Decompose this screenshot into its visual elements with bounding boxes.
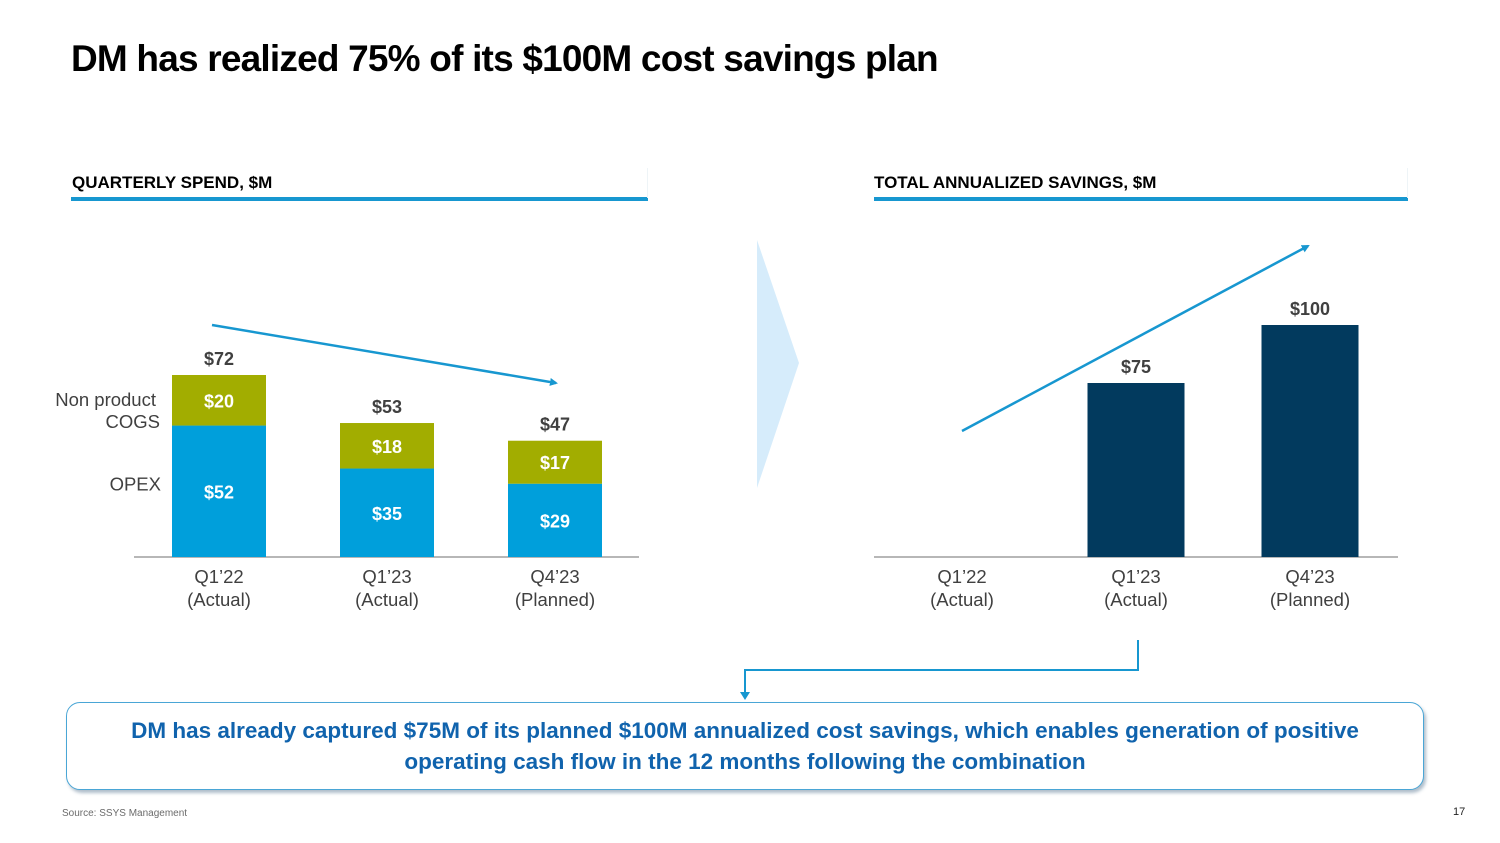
callout-box: DM has already captured $75M of its plan… [66, 702, 1424, 790]
chevron-right-icon [757, 240, 799, 488]
total-label: $53 [372, 397, 402, 417]
segment-label: $35 [372, 504, 402, 524]
x-tick-label: (Planned) [1270, 589, 1350, 610]
slide-title: DM has realized 75% of its $100M cost sa… [71, 38, 939, 79]
bar-value-label: $100 [1290, 299, 1330, 319]
total-label: $47 [540, 415, 570, 435]
annualized-savings-chart: Q1’22(Actual)$75Q1’23(Actual)$100Q4’23(P… [874, 299, 1398, 610]
savings-bar [1261, 325, 1359, 557]
bar-segment-cogs [508, 440, 602, 484]
spend-trend-arrow [211, 323, 558, 386]
left-title-rule [71, 197, 648, 201]
left-title-edge [647, 168, 648, 198]
bar-segment-opex [172, 425, 266, 557]
segment-label: $18 [372, 437, 402, 457]
source-note: Source: SSYS Management [62, 808, 188, 819]
x-tick-label: (Actual) [187, 589, 251, 610]
callout-text: DM has already captured $75M of its plan… [131, 718, 1359, 774]
x-tick-label: Q4’23 [530, 566, 579, 587]
segment-label: $20 [204, 391, 234, 411]
savings-trend-arrow [961, 244, 1310, 433]
x-tick-label: Q1’22 [937, 566, 986, 587]
segment-label: $17 [540, 453, 570, 473]
savings-bar [1087, 383, 1185, 557]
legend-label-cogs: COGS [106, 411, 160, 432]
segment-label: $52 [204, 482, 234, 502]
bar-value-label: $75 [1121, 357, 1151, 377]
callout-connector [744, 640, 1139, 693]
total-label: $72 [204, 349, 234, 369]
x-tick-label: Q1’23 [362, 566, 411, 587]
bar-segment-opex [508, 483, 602, 557]
x-tick-label: (Actual) [355, 589, 419, 610]
x-tick-label: (Actual) [1104, 589, 1168, 610]
x-tick-label: (Planned) [515, 589, 595, 610]
quarterly-spend-chart: $52$20$72Q1’22(Actual)$35$18$53Q1’23(Act… [55, 349, 639, 610]
right-chart-title: TOTAL ANNUALIZED SAVINGS, $M [874, 173, 1157, 192]
x-tick-label: Q1’22 [194, 566, 243, 587]
legend-label-opex: OPEX [110, 473, 161, 494]
right-title-rule [874, 197, 1408, 201]
right-title-edge [1407, 168, 1408, 198]
legend-label-cogs: Non product [55, 389, 156, 410]
page-number: 17 [1453, 806, 1466, 818]
bar-segment-cogs [340, 423, 434, 469]
x-tick-label: Q4’23 [1285, 566, 1334, 587]
callout-arrow-icon [740, 692, 750, 700]
left-chart-title: QUARTERLY SPEND, $M [72, 173, 273, 192]
x-tick-label: (Actual) [930, 589, 994, 610]
bar-segment-opex [340, 468, 434, 557]
bar-segment-cogs [172, 375, 266, 426]
x-tick-label: Q1’23 [1111, 566, 1160, 587]
segment-label: $29 [540, 511, 570, 531]
